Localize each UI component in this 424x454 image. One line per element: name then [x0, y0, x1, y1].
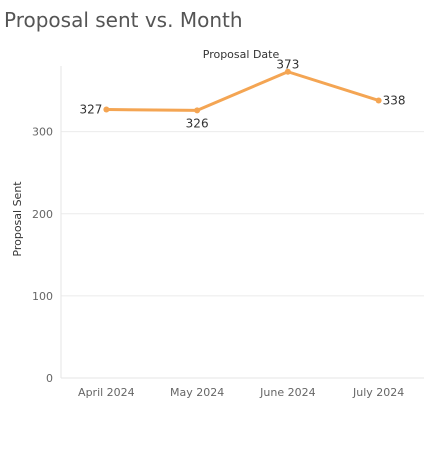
series-line	[104, 70, 381, 112]
y-tick-label: 300	[32, 126, 53, 139]
y-axis-title: Proposal Sent	[11, 181, 24, 257]
x-tick-label: April 2024	[78, 386, 135, 399]
series-group	[103, 68, 382, 114]
data-label: 326	[186, 116, 209, 130]
chart-title: Proposal sent vs. Month	[4, 8, 243, 32]
x-tick-label: July 2024	[352, 386, 404, 399]
data-point	[103, 106, 110, 113]
x-tick-label: May 2024	[170, 386, 224, 399]
gridlines	[61, 131, 424, 297]
axes	[60, 66, 424, 379]
y-tick-label: 100	[32, 290, 53, 303]
x-axis-title: Proposal Date	[203, 48, 280, 61]
data-labels: 327 326 373 338	[79, 58, 405, 131]
data-label: 327	[79, 103, 102, 117]
y-tick-label: 0	[46, 372, 53, 385]
data-label: 373	[276, 58, 299, 72]
data-point	[284, 68, 291, 75]
x-ticks: April 2024 May 2024 June 2024 July 2024	[78, 386, 404, 399]
x-tick-label: June 2024	[259, 386, 315, 399]
data-point	[375, 97, 382, 104]
data-label: 338	[383, 93, 406, 107]
y-tick-label: 200	[32, 208, 53, 221]
data-point	[194, 107, 201, 114]
y-ticks: 0 100 200 300	[32, 126, 53, 385]
